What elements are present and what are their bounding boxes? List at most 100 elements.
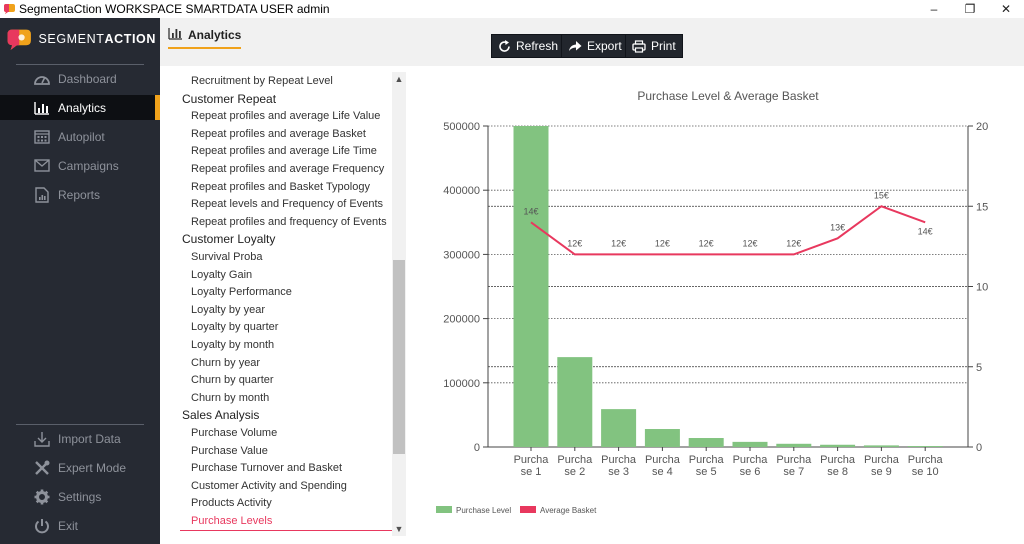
sidebar-item-import-data[interactable]: Import Data (0, 426, 160, 451)
report-list-item[interactable]: Customer Activity and Spending (191, 479, 347, 492)
report-list-item[interactable]: Repeat profiles and frequency of Events (191, 215, 387, 228)
data-label-average-basket: 12€ (786, 238, 801, 248)
brand-prefix: SEGMENT (38, 32, 105, 46)
report-list-item[interactable]: Repeat profiles and average Basket (191, 127, 366, 140)
close-button[interactable]: ✕ (1000, 2, 1012, 16)
sidebar-item-settings[interactable]: Settings (0, 484, 160, 509)
report-list-item[interactable]: Repeat profiles and average Life Value (191, 110, 381, 123)
tools-icon (33, 459, 51, 477)
x-tick-label: se 4 (652, 466, 673, 478)
sidebar-divider (16, 64, 144, 65)
bar-purchase-level (644, 429, 680, 447)
report-list-item[interactable]: Purchase Volume (191, 427, 278, 439)
data-label-average-basket: 12€ (611, 238, 626, 248)
bar-purchase-level (601, 409, 637, 447)
sidebar-item-expert-mode[interactable]: Expert Mode (0, 455, 160, 480)
report-list-item[interactable]: Repeat profiles and average Life Time (191, 145, 377, 158)
print-button[interactable]: Print (625, 34, 683, 58)
x-tick-label: se 10 (912, 466, 939, 478)
bar-purchase-level (907, 446, 943, 447)
report-list-item[interactable]: Repeat profiles and average Frequency (191, 163, 385, 175)
printer-icon (632, 39, 646, 53)
report-list-item[interactable]: Loyalty by quarter (191, 321, 279, 334)
report-list-item[interactable]: Repeat profiles and Basket Typology (191, 180, 370, 193)
data-label-average-basket: 14€ (523, 206, 538, 216)
report-list-item[interactable]: Churn by year (191, 356, 261, 369)
sidebar-item-dashboard[interactable]: Dashboard (0, 66, 160, 91)
x-tick-label: Purcha (733, 454, 769, 466)
report-list-item[interactable]: Loyalty Gain (191, 268, 253, 281)
sidebar-item-label: Exit (58, 518, 79, 533)
x-tick-label: Purcha (514, 454, 550, 466)
page-title-text: Analytics (188, 28, 242, 42)
scroll-up-arrow[interactable]: ▲ (394, 74, 404, 84)
report-list-item[interactable]: Churn by month (191, 391, 270, 404)
maximize-button[interactable]: ❐ (964, 2, 976, 16)
report-list-item[interactable]: Purchase Value (191, 444, 268, 457)
report-list-item[interactable]: Recruitment by Repeat Level (191, 75, 333, 87)
sidebar-item-analytics[interactable]: Analytics (0, 95, 160, 120)
calendar-grid-icon (33, 128, 51, 146)
sidebar-item-label: Expert Mode (58, 460, 127, 475)
scroll-down-arrow[interactable]: ▼ (394, 524, 404, 534)
brand-logo[interactable]: SEGMENTACTION (6, 24, 156, 54)
report-list-item[interactable]: Purchase Levels (191, 515, 273, 527)
sidebar-item-label: Reports (58, 187, 101, 202)
report-list-item[interactable]: Loyalty by year (191, 303, 265, 316)
report-list-item[interactable]: Loyalty by month (191, 339, 275, 351)
bar-chart-icon (168, 27, 183, 43)
report-list-item[interactable]: Repeat levels and Frequency of Events (191, 198, 384, 211)
sidebar-item-label: Import Data (58, 431, 121, 446)
sidebar-item-reports[interactable]: Reports (0, 182, 160, 207)
report-list-item[interactable]: Churn by quarter (191, 374, 274, 387)
left-tick-label: 0 (474, 442, 480, 454)
refresh-label: Refresh (516, 39, 559, 53)
line-average-basket (530, 205, 926, 256)
gauge-icon (33, 70, 51, 88)
print-label: Print (651, 39, 676, 53)
scroll-thumb[interactable] (393, 260, 405, 454)
sidebar-item-label: Settings (58, 489, 102, 504)
gear-icon (33, 488, 51, 506)
brand-suffix: ACTION (104, 32, 156, 46)
report-list-item[interactable]: Purchase Turnover and Basket (191, 462, 343, 475)
list-section-header: Customer Loyalty (182, 232, 276, 247)
report-list-item[interactable]: Survival Proba (191, 251, 263, 263)
envelope-icon (33, 157, 51, 175)
window-title: SegmentaCtion WORKSPACE SMARTDATA USER a… (19, 2, 330, 16)
legend-swatch-purchase-level (436, 506, 452, 513)
report-list-item[interactable]: Products Activity (191, 497, 272, 510)
brand-name: SEGMENTACTION (38, 32, 156, 46)
x-tick-label: se 3 (608, 466, 629, 478)
minimize-button[interactable]: – (930, 2, 938, 16)
selected-item-underline (180, 530, 392, 531)
bar-purchase-level (776, 443, 812, 447)
share-arrow-icon (568, 40, 582, 52)
sidebar-item-autopilot[interactable]: Autopilot (0, 124, 160, 149)
x-tick-label: se 5 (696, 466, 717, 478)
x-tick-label: Purcha (776, 454, 812, 466)
segmentaction-logo-icon (7, 29, 31, 50)
bar-purchase-level (513, 126, 549, 447)
x-tick-label: Purcha (645, 454, 681, 466)
sidebar-item-exit[interactable]: Exit (0, 513, 160, 538)
sidebar-item-campaigns[interactable]: Campaigns (0, 153, 160, 178)
x-tick-label: Purcha (864, 454, 900, 466)
sidebar-divider (16, 424, 144, 425)
export-button[interactable]: Export (561, 34, 629, 58)
left-tick-label: 400000 (443, 185, 480, 197)
bar-purchase-level (863, 445, 899, 447)
sidebar-item-label: Autopilot (58, 129, 105, 144)
bar-purchase-level (688, 438, 724, 447)
x-tick-label: se 2 (564, 466, 585, 478)
x-tick-label: Purcha (908, 454, 944, 466)
report-icon (33, 186, 51, 204)
bar-purchase-level (732, 441, 768, 447)
data-label-average-basket: 13€ (830, 222, 845, 232)
report-list-item[interactable]: Loyalty Performance (191, 286, 292, 299)
bar-purchase-level (557, 357, 593, 447)
refresh-button[interactable]: Refresh (491, 34, 566, 58)
sidebar-item-label: Dashboard (58, 71, 117, 86)
report-list-scrollbar[interactable]: ▲ ▼ (392, 72, 406, 536)
data-label-average-basket: 12€ (742, 238, 757, 248)
